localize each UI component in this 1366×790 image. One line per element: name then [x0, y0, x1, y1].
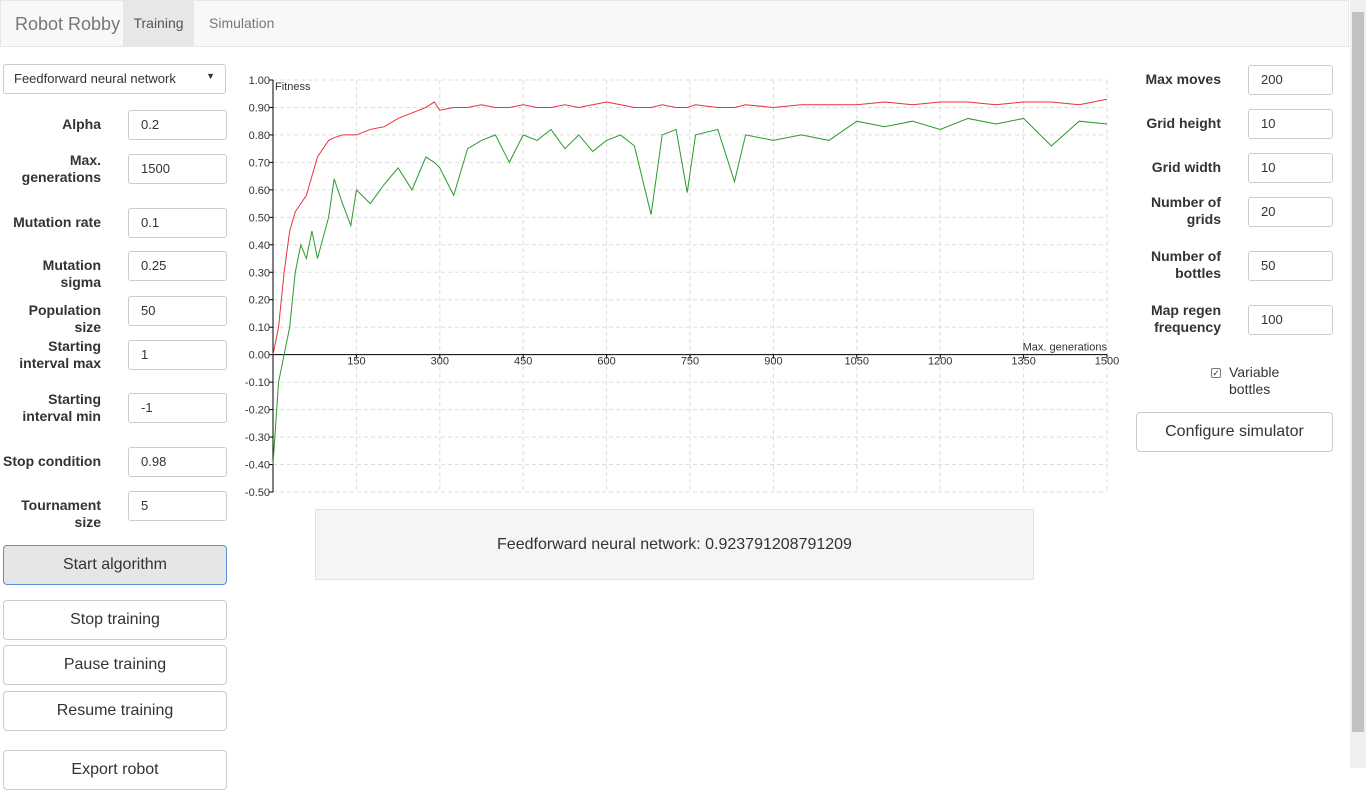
button[interactable]: Start algorithm — [3, 545, 227, 585]
x-tick-label: 1050 — [845, 356, 869, 368]
button[interactable]: Resume training — [3, 691, 227, 731]
x-tick-label: 450 — [514, 356, 532, 368]
field-label: Max moves — [1145, 71, 1221, 87]
field-label: Number of grids — [1151, 194, 1221, 227]
y-tick-label: -0.10 — [245, 377, 270, 389]
chart: 1.00 0.90 0.80 0.70 0.60 0.50 0.40 0.30 0.20 0.10… — [245, 75, 1119, 499]
y-tick-label: -0.40 — [245, 460, 270, 472]
select-text: Feedforward neural network — [14, 71, 176, 86]
y-tick-label: -0.30 — [245, 432, 270, 444]
field-label: Tournament size — [21, 497, 101, 530]
x-axis-label: Max. generations — [1023, 342, 1108, 354]
field-label: Number of bottles — [1151, 248, 1221, 281]
field-label: Grid width — [1151, 159, 1221, 175]
y-tick-label: 0.80 — [249, 130, 270, 142]
y-tick-label: 0.10 — [249, 322, 270, 334]
input[interactable]: 5 — [128, 491, 227, 521]
scrollbar[interactable] — [1350, 0, 1366, 768]
input[interactable]: 1500 — [128, 154, 227, 184]
x-tick-label: 1500 — [1095, 356, 1119, 368]
x-tick-label: 600 — [597, 356, 615, 368]
y-tick-label: 0.30 — [249, 267, 270, 279]
field-label: Mutation sigma — [42, 257, 101, 290]
y-tick-label: 0.60 — [249, 185, 270, 197]
input[interactable]: 20 — [1248, 197, 1333, 227]
button[interactable]: Configure simulator — [1136, 412, 1333, 452]
input[interactable]: 0.98 — [128, 447, 227, 477]
field-label: Mutation rate — [13, 214, 101, 230]
tab[interactable]: Training — [123, 1, 194, 46]
y-tick-label: -0.20 — [245, 405, 270, 417]
y-tick-label: 0.20 — [249, 295, 270, 307]
input[interactable]: 0.25 — [128, 251, 227, 281]
field-label: Grid height — [1146, 115, 1221, 131]
x-tick-label: 1350 — [1011, 356, 1035, 368]
x-tick-label: 300 — [431, 356, 449, 368]
input[interactable]: -1 — [128, 393, 227, 423]
y-tick-label: 1.00 — [249, 75, 270, 87]
input[interactable]: 50 — [128, 296, 227, 326]
field-label: Map regen frequency — [1150, 302, 1221, 335]
y-tick-label: 0.90 — [249, 102, 270, 114]
field-label: Starting interval max — [19, 338, 101, 371]
checkbox-label: Variable bottles — [1229, 364, 1280, 397]
x-tick-label: 1200 — [928, 356, 952, 368]
x-tick-label: 750 — [681, 356, 699, 368]
checkbox[interactable]: ✓ — [1211, 368, 1221, 378]
input[interactable]: 0.2 — [128, 110, 227, 140]
y-axis-label: Fitness — [275, 81, 311, 93]
tab[interactable]: Simulation — [209, 15, 275, 31]
field-label: Population size — [28, 302, 101, 335]
select[interactable]: Feedforward neural network ▼ — [3, 64, 226, 94]
series-line — [272, 98, 1108, 355]
input[interactable]: 10 — [1248, 109, 1333, 139]
input[interactable]: 200 — [1248, 65, 1333, 95]
brand[interactable]: Robot Robby — [15, 14, 121, 34]
button[interactable]: Stop training — [3, 600, 227, 640]
field-label: Max. generations — [21, 152, 101, 185]
field-label: Stop condition — [3, 453, 101, 469]
y-tick-label: 0.50 — [249, 212, 270, 224]
field-label: Alpha — [62, 116, 101, 132]
input[interactable]: 0.1 — [128, 208, 227, 238]
y-tick-label: -0.50 — [245, 487, 270, 499]
input[interactable]: 100 — [1248, 305, 1333, 335]
input[interactable]: 10 — [1248, 153, 1333, 183]
y-tick-label: 0.70 — [249, 157, 270, 169]
x-tick-label: 150 — [347, 356, 365, 368]
button[interactable]: Export robot — [3, 750, 227, 790]
series-line — [272, 117, 1108, 465]
input[interactable]: 1 — [128, 340, 227, 370]
x-tick-label: 900 — [764, 356, 782, 368]
field-label: Starting interval min — [22, 391, 101, 424]
navbar — [0, 0, 1349, 47]
y-tick-label: 0.00 — [249, 350, 270, 362]
result: Feedforward neural network: 0.9237912087… — [315, 509, 1034, 580]
button[interactable]: Pause training — [3, 645, 227, 685]
input[interactable]: 50 — [1248, 251, 1333, 281]
y-tick-label: 0.40 — [249, 240, 270, 252]
